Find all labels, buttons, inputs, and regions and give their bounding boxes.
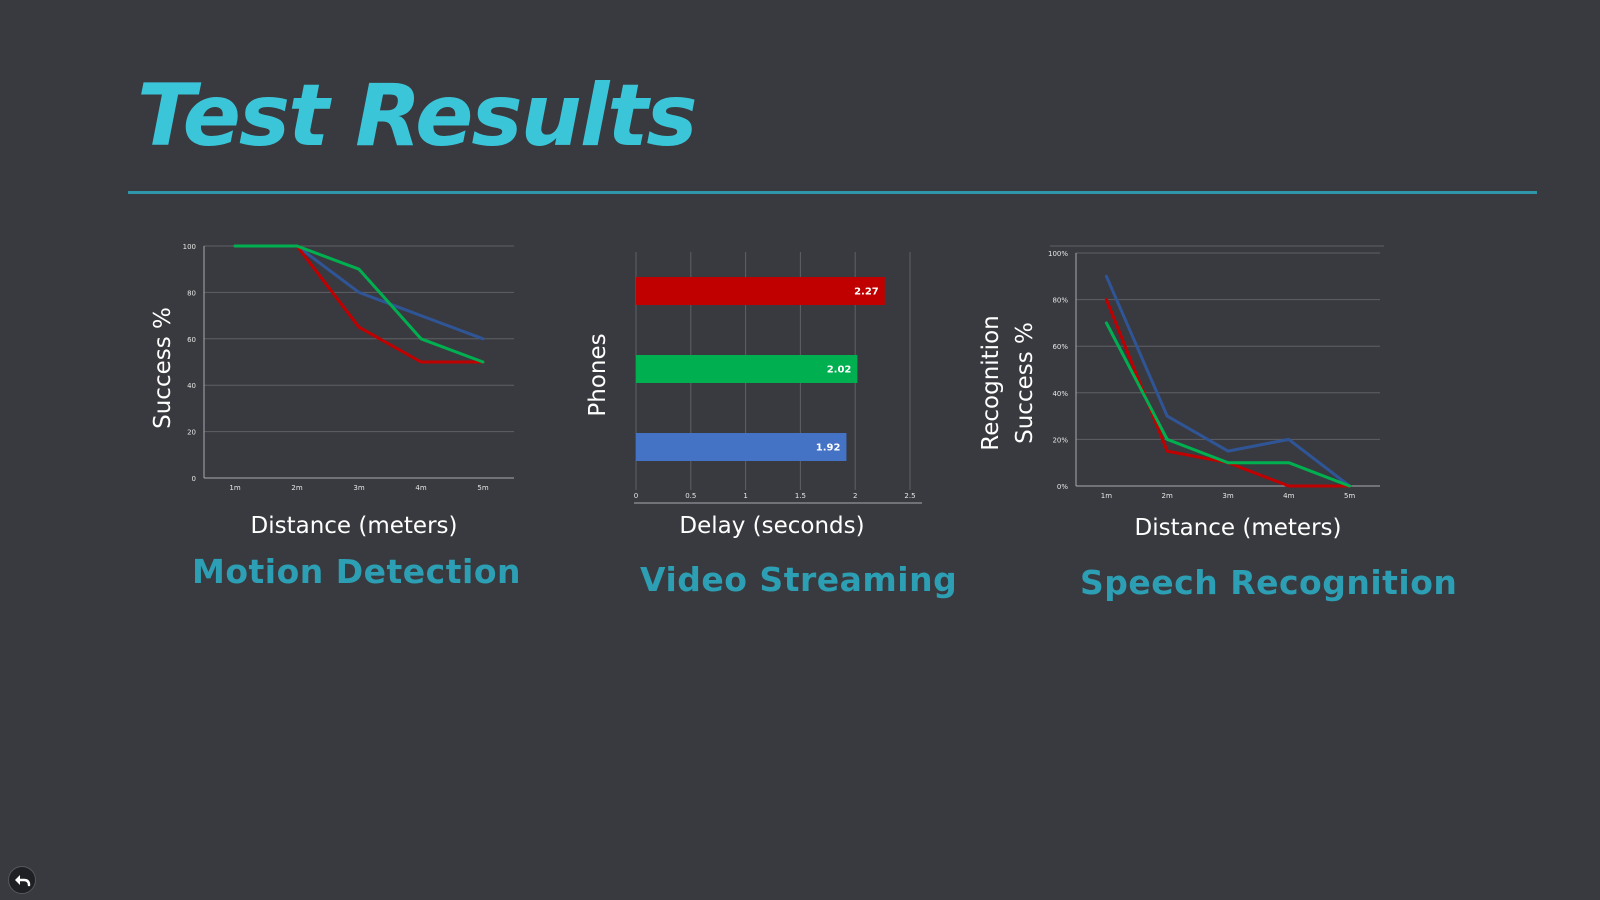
series-line-2 — [233, 244, 485, 364]
x-tick-label: 1.5 — [795, 492, 806, 500]
x-tick-label: 1m — [229, 484, 240, 492]
bar-value-label: 2.02 — [827, 365, 852, 376]
bar-0 — [636, 277, 885, 305]
y-tick-label: 40 — [187, 382, 196, 390]
series-line-0 — [1104, 274, 1352, 488]
y-axis-label: Success % — [150, 307, 176, 429]
speech-recognition-plot: 0% 20% 40% 60% 80% 100% 1m 2m 3m 4m 5m Distance (me… — [978, 245, 1384, 541]
x-tick-label: 4m — [1283, 492, 1294, 500]
x-tick-label: 5m — [477, 484, 488, 492]
y-tick-label: 80 — [187, 289, 196, 297]
y-tick-label: 20% — [1052, 436, 1068, 444]
x-tick-label: 0.5 — [685, 492, 696, 500]
y-axis-label: Recognition — [978, 315, 1004, 450]
video-streaming-plot: 0 0.5 1 1.5 2 2.5 2.27 2.02 1.92 Delay (seconds) P… — [585, 252, 922, 539]
x-axis-label: Delay (seconds) — [679, 513, 864, 539]
x-tick-label: 5m — [1344, 492, 1355, 500]
title-divider — [128, 191, 1537, 194]
x-axis-label: Distance (meters) — [251, 513, 458, 539]
y-tick-label: 60% — [1052, 343, 1068, 351]
y-tick-label: 0 — [192, 475, 196, 483]
y-tick-label: 0% — [1057, 483, 1068, 491]
video-streaming-caption: Video Streaming — [640, 560, 958, 599]
bar-2 — [636, 433, 847, 461]
x-tick-label: 1m — [1101, 492, 1112, 500]
motion-detection-caption: Motion Detection — [192, 552, 521, 591]
motion-detection-chart: 0 20 40 60 80 100 1m 2m 3m 4m 5m Distance (meters) S… — [140, 232, 520, 542]
x-tick-label: 3m — [1222, 492, 1233, 500]
bar-value-label: 2.27 — [854, 287, 879, 298]
y-tick-label: 40% — [1052, 390, 1068, 398]
x-tick-label: 2m — [291, 484, 302, 492]
y-tick-label: 60 — [187, 336, 196, 344]
y-axis-label: Phones — [585, 333, 611, 416]
motion-detection-plot: 0 20 40 60 80 100 1m 2m 3m 4m 5m Distance (meters) S… — [150, 243, 514, 539]
x-tick-label: 2 — [853, 492, 857, 500]
video-streaming-chart: 0 0.5 1 1.5 2 2.5 2.27 2.02 1.92 Delay (seconds) P… — [580, 240, 930, 545]
y-axis-label: Success % — [1012, 322, 1038, 444]
back-arrow-icon — [15, 875, 31, 887]
x-axis-label: Distance (meters) — [1135, 515, 1342, 541]
y-tick-label: 20 — [187, 429, 196, 437]
series-line-2 — [1104, 321, 1352, 488]
x-tick-label: 1 — [743, 492, 747, 500]
x-tick-label: 2.5 — [904, 492, 915, 500]
speech-recognition-chart: 0% 20% 40% 60% 80% 100% 1m 2m 3m 4m 5m Distance (me… — [978, 240, 1390, 545]
x-tick-label: 3m — [353, 484, 364, 492]
x-tick-label: 4m — [415, 484, 426, 492]
speech-recognition-caption: Speech Recognition — [1080, 563, 1458, 602]
y-tick-label: 100% — [1048, 250, 1068, 258]
x-tick-label: 0 — [634, 492, 638, 500]
slide-title: Test Results — [137, 66, 698, 166]
x-tick-label: 2m — [1162, 492, 1173, 500]
y-tick-label: 80% — [1052, 297, 1068, 305]
back-button[interactable] — [8, 866, 36, 894]
bar-value-label: 1.92 — [816, 443, 841, 454]
y-tick-label: 100 — [183, 243, 196, 251]
series-line-1 — [233, 244, 485, 364]
bar-1 — [636, 355, 858, 383]
